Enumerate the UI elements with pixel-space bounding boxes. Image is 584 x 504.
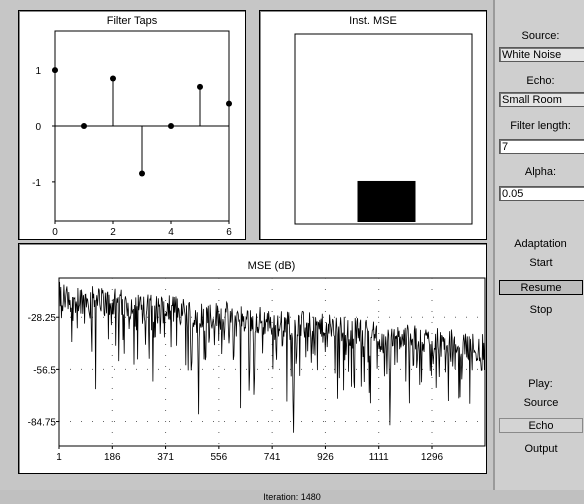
x-tick-label: 371 [157,452,174,463]
source-select[interactable]: White Noise [499,47,584,62]
tap-marker [110,75,116,82]
y-tick-label: -28.25 [28,313,57,324]
tap-marker [168,123,174,129]
tap-marker [197,83,203,90]
start-button[interactable]: Start [529,257,553,269]
x-tick-label: 2 [110,227,116,238]
mse-series-line [58,281,486,433]
x-tick-label: 1111 [369,452,389,463]
x-tick-label: 6 [226,227,232,238]
x-tick-label: 186 [104,452,121,463]
filter-taps-title: Filter Taps [106,15,158,27]
mse-db-panel: MSE (dB) 1 186 371 556 741 926 1111 1296 -28.25 -… [18,243,487,474]
inst-mse-bar [357,180,416,222]
filter-length-input[interactable]: 7 [499,139,584,154]
alpha-input[interactable]: 0.05 [499,186,584,201]
inst-mse-panel: Inst. MSE [259,10,487,240]
tap-marker [139,170,145,177]
stop-button[interactable]: Stop [529,304,553,316]
echo-select[interactable]: Small Room [499,92,584,107]
inst-mse-chart [294,33,473,225]
y-tick-label: -56.5 [33,365,56,376]
x-tick-label: 4 [168,227,174,238]
y-tick-label: -1 [32,178,41,189]
inst-mse-title: Inst. MSE [349,15,397,27]
x-tick-label: 1 [56,452,62,463]
x-tick-label: 741 [264,452,281,463]
tap-marker [81,123,87,129]
adaptation-label: Adaptation [514,238,567,250]
x-tick-label: 1296 [421,452,444,463]
alpha-label: Alpha: [524,166,557,178]
mse-db-title: MSE (dB) [247,260,296,272]
resume-button[interactable]: Resume [499,280,583,295]
mse-db-chart: 1 186 371 556 741 926 1111 1296 -28.25 -56.5 -84.7… [28,277,486,463]
filter-taps-chart: 0 2 4 6 1 0 -1 [32,30,232,238]
play-output-button[interactable]: Output [524,443,558,455]
play-label: Play: [528,378,553,390]
play-source-button[interactable]: Source [523,397,559,409]
tap-marker [226,100,232,107]
iteration-readout: Iteration: 1480 [263,492,321,502]
echo-label: Echo: [526,75,555,87]
x-tick-label: 926 [317,452,334,463]
filter-taps-panel: Filter Taps 0 2 4 6 1 0 -1 [18,10,246,240]
x-tick-label: 556 [211,452,228,463]
filter-length-label: Filter length: [510,120,571,132]
y-tick-label: 1 [35,66,41,77]
y-tick-label: -84.75 [28,418,57,429]
status-bar: Iteration: 1480 [0,490,584,504]
x-tick-label: 0 [52,227,58,238]
play-echo-button[interactable]: Echo [499,418,583,433]
source-label: Source: [521,30,560,42]
control-sidebar: Source: White Noise Echo: Small Room Fil… [493,0,584,490]
y-tick-label: 0 [35,122,41,133]
